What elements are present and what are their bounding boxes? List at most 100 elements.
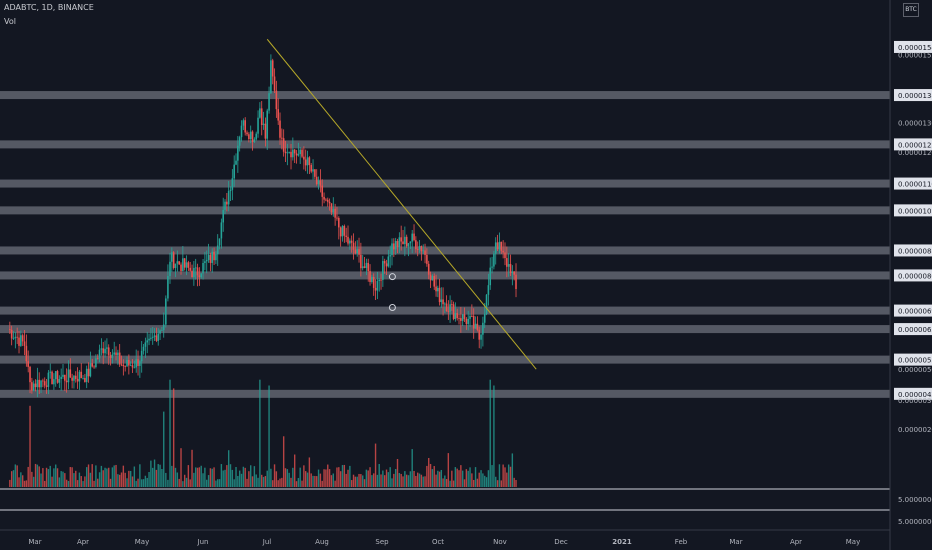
volume-bar bbox=[426, 465, 428, 487]
volume-bar bbox=[139, 464, 141, 487]
candle bbox=[474, 323, 477, 329]
volume-bar bbox=[176, 472, 179, 487]
volume-bar bbox=[171, 465, 173, 487]
volume-bar bbox=[319, 473, 322, 487]
candles bbox=[9, 54, 517, 398]
candle bbox=[120, 364, 123, 366]
candle bbox=[107, 347, 110, 356]
volume-bar bbox=[146, 477, 148, 487]
price-tick-label: 0.00001389 bbox=[898, 92, 932, 100]
alert-icon bbox=[388, 273, 396, 281]
volume-bar bbox=[124, 472, 126, 487]
candle bbox=[424, 250, 426, 255]
candle bbox=[330, 203, 333, 213]
candle bbox=[43, 381, 46, 386]
time-tick-label: Mar bbox=[28, 538, 41, 546]
volume-bar bbox=[461, 470, 464, 487]
candle bbox=[433, 276, 436, 287]
candle bbox=[172, 252, 175, 268]
candle bbox=[242, 120, 245, 126]
candle bbox=[222, 209, 225, 223]
volume-bar bbox=[463, 479, 466, 487]
volume-bar bbox=[102, 470, 104, 487]
volume-bar bbox=[363, 479, 366, 487]
candle bbox=[100, 348, 103, 350]
volume-bar bbox=[244, 467, 246, 487]
candle bbox=[304, 159, 307, 166]
candle bbox=[56, 371, 59, 383]
currency-badge[interactable]: BTC bbox=[903, 3, 919, 17]
volume-bar bbox=[511, 453, 514, 487]
candle bbox=[45, 385, 48, 387]
candle bbox=[58, 379, 61, 383]
price-tick-label: 0.00000690 bbox=[898, 308, 932, 316]
candle bbox=[323, 196, 325, 200]
candle bbox=[487, 285, 490, 295]
candle bbox=[205, 260, 208, 262]
volume-bar bbox=[281, 477, 283, 487]
volume-bar bbox=[376, 474, 379, 487]
candle bbox=[494, 242, 497, 254]
candle bbox=[273, 76, 276, 91]
candle bbox=[402, 241, 404, 245]
candle bbox=[463, 314, 466, 319]
candle bbox=[334, 208, 336, 218]
volume-bar bbox=[65, 479, 68, 487]
volume-bar bbox=[293, 454, 296, 487]
volume-bar bbox=[334, 480, 336, 487]
volume-bar bbox=[270, 468, 272, 487]
volume-bar bbox=[369, 467, 371, 487]
volume-bar bbox=[411, 449, 413, 487]
candle bbox=[445, 303, 448, 312]
candle bbox=[162, 324, 165, 330]
candle bbox=[415, 240, 417, 250]
volume-bar bbox=[227, 450, 230, 487]
candle bbox=[207, 254, 210, 261]
candle bbox=[507, 264, 510, 267]
price-tick-label: 0.00001521 bbox=[898, 51, 932, 59]
candle bbox=[187, 262, 190, 268]
volume-bar bbox=[40, 473, 42, 487]
volume-bar bbox=[51, 476, 53, 487]
price-tick-label: 0.00001545 bbox=[898, 44, 932, 52]
volume-bar bbox=[452, 480, 455, 487]
candle bbox=[20, 335, 22, 346]
volume-bar bbox=[251, 476, 254, 487]
candle bbox=[506, 258, 508, 267]
candle bbox=[405, 236, 408, 247]
candle bbox=[144, 342, 147, 347]
candle bbox=[102, 348, 105, 354]
volume-bar bbox=[493, 385, 495, 487]
volume-bar bbox=[211, 468, 213, 487]
price-label-box bbox=[894, 40, 932, 53]
volume-bar bbox=[262, 476, 265, 487]
time-tick-label: Aug bbox=[315, 538, 329, 546]
candle bbox=[122, 364, 125, 367]
volume-bar bbox=[438, 471, 441, 487]
candle bbox=[343, 225, 346, 236]
candle bbox=[29, 366, 31, 383]
volume-bar bbox=[218, 479, 221, 487]
time-tick-label: Apr bbox=[790, 538, 802, 546]
candle bbox=[231, 178, 234, 190]
candle bbox=[159, 330, 161, 334]
volume-bar bbox=[196, 467, 199, 487]
volume-bar bbox=[465, 469, 468, 487]
candle bbox=[111, 354, 114, 358]
volume-bar bbox=[435, 474, 437, 487]
volume-bar bbox=[259, 379, 261, 487]
time-axis: Mar Apr May Jun Jul Aug Sep Oct Nov Dec 2021 Feb Mar… bbox=[28, 538, 860, 546]
candle bbox=[467, 318, 469, 324]
candle bbox=[498, 241, 501, 250]
candle bbox=[317, 180, 320, 185]
candle bbox=[361, 266, 364, 269]
volume-bar bbox=[480, 470, 482, 487]
candle bbox=[286, 152, 289, 154]
candle bbox=[209, 254, 212, 263]
volume-bar bbox=[495, 476, 497, 487]
volume-bar bbox=[343, 464, 346, 487]
volume-bar bbox=[165, 472, 167, 487]
volume-bar bbox=[317, 469, 320, 487]
volume-bar bbox=[120, 472, 123, 487]
